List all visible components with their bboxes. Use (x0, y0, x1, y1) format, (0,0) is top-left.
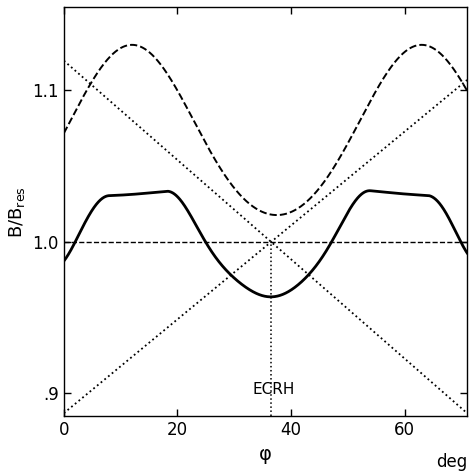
Text: deg: deg (436, 453, 467, 471)
Y-axis label: B/B$_\mathrm{res}$: B/B$_\mathrm{res}$ (7, 186, 27, 237)
Text: ECRH: ECRH (253, 382, 295, 397)
X-axis label: φ: φ (259, 445, 272, 464)
